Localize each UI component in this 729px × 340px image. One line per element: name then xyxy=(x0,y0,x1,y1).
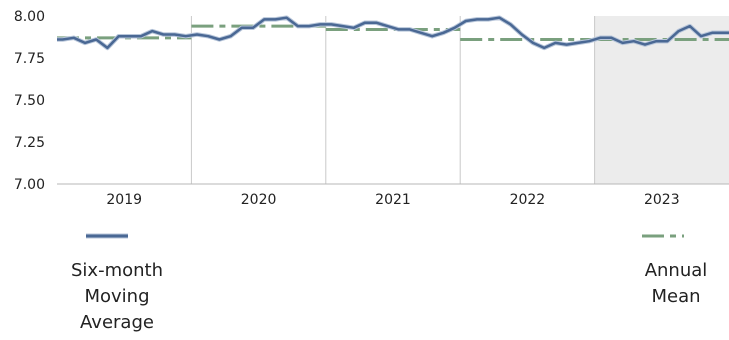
legend-label-annual-mean: Mean xyxy=(651,286,700,307)
legend-label-moving-average: Moving xyxy=(84,286,149,307)
y-tick-label: 7.25 xyxy=(14,135,45,151)
legend-label-moving-average: Average xyxy=(80,312,154,333)
legend: Six-month Moving Average Annual Mean xyxy=(71,233,708,333)
y-tick-label: 7.00 xyxy=(14,177,45,193)
grid xyxy=(190,16,596,184)
y-tick-label: 8.00 xyxy=(14,9,45,25)
y-tick-label: 7.50 xyxy=(14,93,45,109)
x-tick-label: 2019 xyxy=(106,192,142,208)
moving-average-line xyxy=(57,16,729,50)
y-axis: 7.00 7.25 7.50 7.75 8.00 xyxy=(14,9,45,193)
x-tick-label: 2021 xyxy=(375,192,411,208)
legend-label-moving-average: Six-month xyxy=(71,260,163,281)
series-layer xyxy=(57,15,729,51)
y-tick-label: 7.75 xyxy=(14,51,45,67)
x-tick-label: 2022 xyxy=(510,192,546,208)
x-tick-label: 2023 xyxy=(644,192,680,208)
x-tick-label: 2020 xyxy=(241,192,277,208)
x-axis: 2019 2020 2021 2022 2023 xyxy=(106,192,679,208)
shaded-period-2023 xyxy=(594,16,729,184)
legend-label-annual-mean: Annual xyxy=(645,260,708,281)
